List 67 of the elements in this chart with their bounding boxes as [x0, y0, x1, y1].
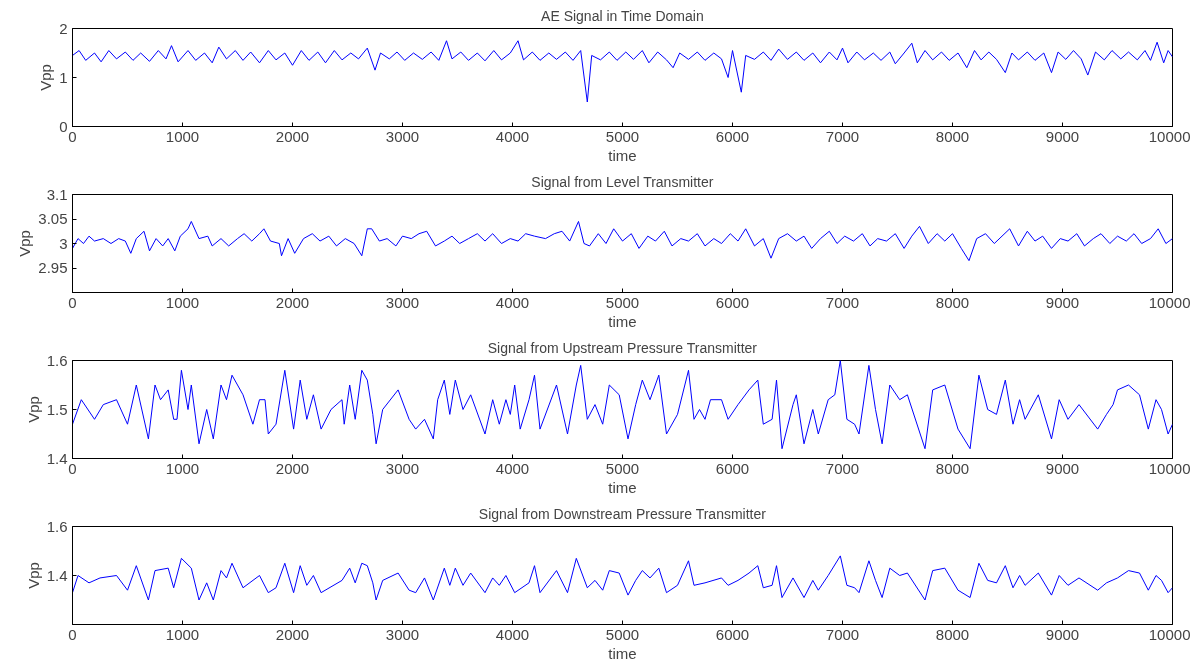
y-axis-title: Vpp [24, 396, 42, 423]
x-tick-label: 2000 [275, 459, 310, 477]
x-tick-label: 2000 [275, 625, 310, 643]
chart-title: Signal from Downstream Pressure Transmitter [478, 505, 767, 522]
x-tick-label: 7000 [825, 127, 860, 145]
x-tick-label: 10000 [1148, 127, 1191, 145]
x-tick-label: 3000 [385, 459, 420, 477]
x-axis-title: time [608, 644, 637, 662]
y-tick-label: 1.4 [46, 449, 68, 467]
y-axis-title: Vpp [37, 64, 55, 91]
x-tick-label: 10000 [1148, 293, 1191, 311]
y-tick-label: 1.6 [46, 517, 68, 535]
y-tick-label: 2.95 [38, 259, 68, 276]
x-tick-label: 3000 [385, 625, 420, 643]
x-tick-label: 7000 [825, 293, 860, 311]
x-tick-label: 5000 [605, 625, 640, 643]
line-series [72, 220, 1173, 262]
x-axis-title: time [608, 478, 637, 496]
x-tick-label: 6000 [715, 127, 750, 145]
x-axis-title: time [608, 146, 637, 164]
x-tick-label: 4000 [495, 625, 530, 643]
x-tick-label: 7000 [825, 459, 860, 477]
line-series [72, 555, 1173, 601]
y-axis-title: Vpp [16, 230, 34, 257]
chart-title: Signal from Level Transmitter [531, 173, 714, 190]
x-tick-label: 8000 [935, 127, 970, 145]
x-tick-label: 1000 [165, 625, 200, 643]
x-tick-label: 8000 [935, 459, 970, 477]
y-tick-label: 3 [59, 234, 68, 252]
x-tick-label: 9000 [1045, 293, 1080, 311]
chart-title: Signal from Upstream Pressure Transmitter [487, 339, 758, 356]
chart-title: AE Signal in Time Domain [541, 7, 704, 24]
y-tick-label: 1.5 [46, 400, 68, 418]
x-tick-label: 3000 [385, 293, 420, 311]
x-tick-label: 10000 [1148, 625, 1191, 643]
x-tick-label: 6000 [715, 625, 750, 643]
line-series [72, 360, 1173, 450]
y-tick-label: 1.6 [46, 351, 68, 369]
x-tick-label: 1000 [165, 459, 200, 477]
y-tick-label: 3.1 [46, 185, 68, 203]
x-tick-label: 4000 [495, 459, 530, 477]
y-tick-label: 1.4 [46, 566, 68, 584]
x-tick-label: 2000 [275, 293, 310, 311]
x-tick-label: 3000 [385, 127, 420, 145]
x-tick-label: 5000 [605, 459, 640, 477]
y-axis-title: Vpp [24, 562, 42, 589]
y-tick-label: 2 [59, 19, 68, 37]
x-tick-label: 5000 [605, 293, 640, 311]
x-tick-label: 8000 [935, 293, 970, 311]
y-tick-label: 3.05 [38, 210, 68, 227]
x-tick-label: 9000 [1045, 127, 1080, 145]
x-tick-label: 6000 [715, 459, 750, 477]
x-tick-label: 4000 [495, 293, 530, 311]
x-tick-label: 7000 [825, 625, 860, 643]
x-tick-label: 1000 [165, 127, 200, 145]
x-tick-label: 10000 [1148, 459, 1191, 477]
x-tick-label: 8000 [935, 625, 970, 643]
line-series [72, 40, 1173, 103]
x-tick-label: 4000 [495, 127, 530, 145]
x-axis-title: time [608, 312, 637, 330]
x-tick-label: 9000 [1045, 459, 1080, 477]
x-tick-label: 5000 [605, 127, 640, 145]
x-tick-label: 1000 [165, 293, 200, 311]
x-tick-label: 2000 [275, 127, 310, 145]
x-tick-label: 6000 [715, 293, 750, 311]
x-tick-label: 9000 [1045, 625, 1080, 643]
y-tick-label: 1 [59, 68, 68, 86]
